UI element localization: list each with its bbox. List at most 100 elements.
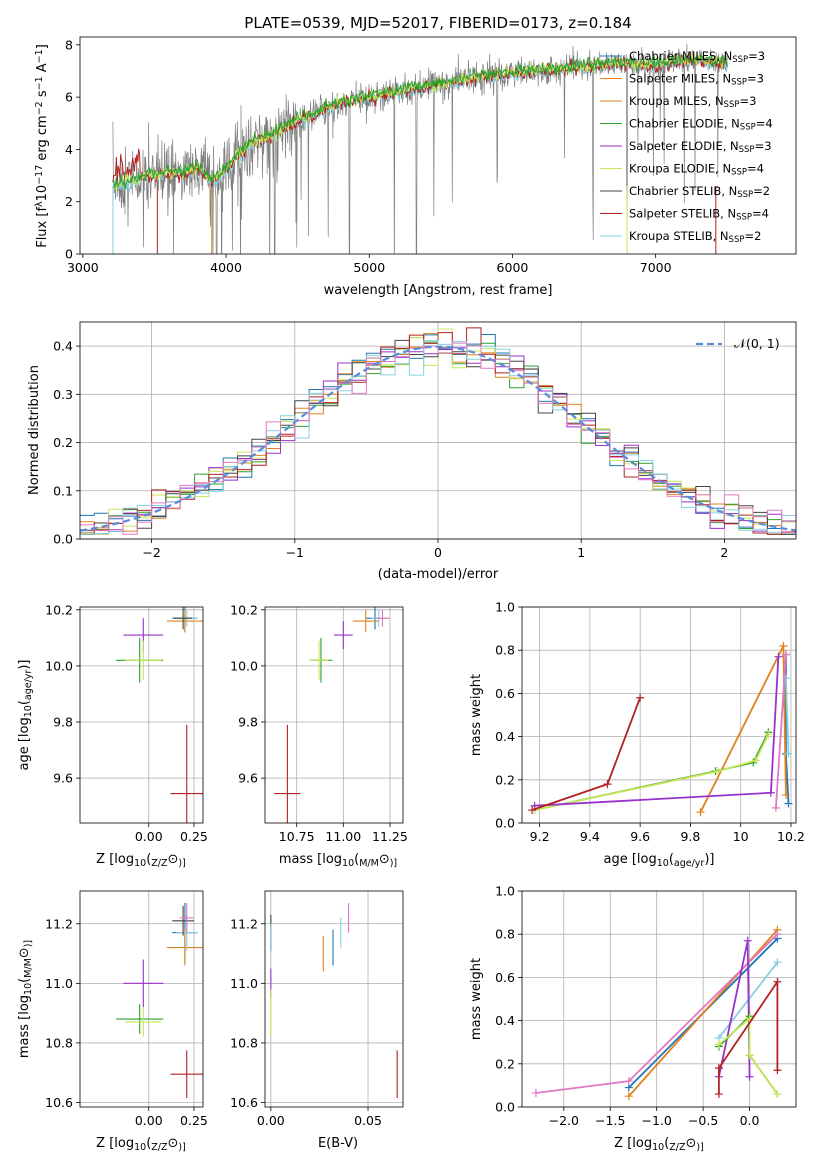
weight-series-line (534, 731, 770, 811)
x-tick-label: 0.25 (180, 1113, 208, 1128)
legend-entry: Chabrier MILES, NSSP=3 (629, 49, 765, 65)
legend-entry: 𝒩(0, 1) (734, 336, 780, 351)
y-tick-label: 9.8 (53, 715, 73, 730)
x-tick-label: 0.25 (180, 829, 208, 844)
spectrum-ylabel: Flux [fλ10−17 erg cm−2 s−1 A−1] (34, 44, 50, 248)
legend-entry: Salpeter STELIB, NSSP=4 (629, 207, 769, 223)
weight-marker (773, 930, 782, 939)
y-tick-label: 11.2 (45, 916, 73, 931)
y-tick-label: 10.2 (45, 602, 73, 617)
weight-marker (781, 650, 790, 659)
y-tick-label: 4 (65, 142, 73, 157)
mass-vs-Z-axes: 0.00 0.25 10.6 10.8 11.0 11.2 (45, 890, 208, 1128)
x-tick-label: 10.75 (279, 829, 315, 844)
x-tick-label: 3000 (67, 260, 99, 275)
axes-frame (79, 321, 797, 540)
weight-vs-age-axes: 9.2 9.4 9.6 9.8 10 10.2 0.0 0.2 0.4 0.6 0.8 1.0 (495, 600, 805, 845)
x-tick-label: 11.25 (372, 829, 408, 844)
y-tick-label: 9.6 (53, 771, 73, 786)
histogram-step-line (80, 342, 796, 535)
mass-vs-EBV-axes: 0.00 0.05 10.6 10.8 11.0 11.2 (230, 890, 404, 1128)
legend-entry: Kroupa ELODIE, NSSP=4 (629, 162, 764, 178)
axes-frame (79, 606, 204, 824)
age-vs-Z-ylabel: age [log10(age/yr)] (17, 659, 34, 770)
y-tick-label: 11.0 (45, 976, 73, 991)
y-tick-label: 9.6 (238, 771, 258, 786)
x-tick-label: 0 (434, 545, 442, 560)
y-tick-label: 0.6 (495, 686, 515, 701)
y-tick-label: 0.2 (53, 435, 73, 450)
axes-frame (521, 606, 797, 824)
y-tick-label: 10.6 (45, 1095, 73, 1110)
weight-marker (745, 1051, 754, 1060)
y-tick-label: 0.0 (53, 532, 73, 547)
weight-marker (743, 936, 752, 945)
x-tick-label: −2 (142, 545, 160, 560)
legend-entry: Salpeter ELODIE, NSSP=3 (629, 139, 772, 155)
mass-vs-Z-xlabel: Z [log10(Z/Z⊙)] (96, 1136, 186, 1153)
spectrum-legend: Chabrier MILES, NSSP=3 Salpeter MILES, NS… (600, 49, 773, 245)
weight-vs-Z-axes: −2.0 −1.5 −1.0 −0.5 0.0 0.0 0.2 0.4 0.6 0.8 1.0 (495, 884, 797, 1128)
histogram-step-line (80, 340, 796, 535)
age-vs-mass-xlabel: mass [log10(M/M⊙)] (279, 852, 397, 869)
legend-entry: Salpeter MILES, NSSP=3 (629, 72, 764, 88)
y-tick-label: 0.4 (495, 729, 515, 744)
weight-marker (764, 730, 773, 739)
weight-marker (773, 1090, 782, 1099)
y-tick-label: 0.0 (495, 1100, 515, 1115)
x-tick-label: 9.2 (530, 829, 550, 844)
axes-frame (79, 36, 797, 255)
weight-series-line (775, 654, 787, 808)
x-tick-label: 0.00 (135, 1113, 163, 1128)
errorbar-point (375, 609, 390, 627)
weight-marker (714, 767, 723, 776)
errorbar-point (125, 1007, 162, 1037)
x-tick-label: −1.0 (641, 1113, 671, 1128)
x-tick-label: 0.0 (740, 1113, 760, 1128)
weight-marker (774, 652, 783, 661)
x-tick-label: 11.00 (325, 829, 361, 844)
errorbar-point (116, 1004, 164, 1035)
weight-series-line (534, 734, 770, 811)
weight-vs-Z-xlabel: Z [log10(Z/Z⊙)] (614, 1136, 704, 1153)
errorbar-point (170, 1050, 203, 1099)
errorbar-point (179, 902, 194, 933)
x-tick-label: −1 (286, 545, 304, 560)
x-tick-label: 10 (733, 829, 749, 844)
y-tick-label: 11.2 (230, 916, 258, 931)
y-tick-label: 0 (65, 247, 73, 262)
weight-series-line (718, 940, 751, 1077)
y-tick-label: 0.6 (495, 970, 515, 985)
weight-vs-Z-ylabel: mass weight (469, 958, 484, 1040)
y-tick-label: 0.3 (53, 387, 73, 402)
y-tick-label: 1.0 (495, 884, 515, 899)
weight-series-line (785, 678, 790, 754)
y-tick-label: 9.8 (238, 715, 258, 730)
weight-series-line (699, 645, 787, 813)
y-tick-label: 0.2 (495, 772, 515, 787)
weight-marker (714, 1040, 723, 1049)
weight-marker (781, 790, 790, 799)
x-tick-label: 4000 (210, 260, 242, 275)
errorbar-point (123, 959, 164, 1008)
y-tick-label: 6 (65, 90, 73, 105)
y-tick-label: 0.1 (53, 483, 73, 498)
y-tick-label: 2 (65, 194, 73, 209)
x-tick-label: 9.4 (580, 829, 600, 844)
y-tick-label: 10.6 (230, 1095, 258, 1110)
axes-frame (264, 606, 404, 824)
y-tick-label: 11.0 (230, 976, 258, 991)
y-tick-label: 0.0 (495, 816, 515, 831)
legend-entry: Kroupa MILES, NSSP=3 (629, 94, 756, 110)
spectrum-title: PLATE=0539, MJD=52017, FIBERID=0173, z=0… (244, 14, 631, 32)
x-tick-label: 9.8 (680, 829, 700, 844)
x-tick-label: 7000 (640, 260, 672, 275)
residuals-ylabel: Normed distribution (27, 365, 42, 495)
weight-marker (696, 808, 705, 817)
x-tick-label: 10.2 (777, 829, 805, 844)
weight-marker (751, 756, 760, 765)
weight-marker (531, 1088, 540, 1097)
weight-marker (773, 1066, 782, 1075)
weight-marker (779, 641, 788, 650)
x-tick-label: 0.00 (257, 1113, 285, 1128)
